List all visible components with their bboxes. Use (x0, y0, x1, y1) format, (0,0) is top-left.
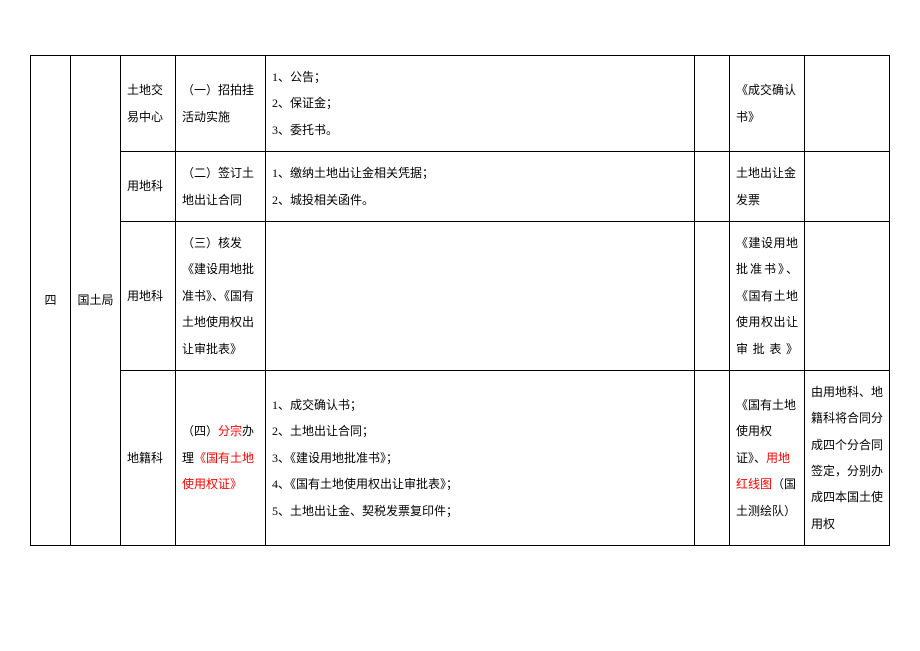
step-prefix: （四） (182, 424, 218, 438)
step-cell: （一）招拍挂活动实施 (176, 56, 266, 152)
dept-cell: 地籍科 (121, 370, 176, 545)
blank-cell (695, 370, 730, 545)
step-cell: （四）分宗办理《国有土地使用权证》 (176, 370, 266, 545)
detail-line: 3、委托书。 (272, 117, 688, 143)
note-cell (805, 221, 890, 370)
step-cell: （三）核发《建设用地批准书》、《国有土地使用权出让审批表》 (176, 221, 266, 370)
note-cell (805, 56, 890, 152)
detail-line: 1、成交确认书； (272, 392, 688, 418)
blank-cell (695, 56, 730, 152)
blank-cell (695, 152, 730, 222)
dept-cell: 用地科 (121, 152, 176, 222)
step-cell: （二）签订土地出让合同 (176, 152, 266, 222)
dept-cell: 用地科 (121, 221, 176, 370)
detail-line: 1、缴纳土地出让金相关凭据； (272, 160, 688, 186)
approval-table: 四 国土局 土地交易中心 （一）招拍挂活动实施 1、公告； 2、保证金； 3、委… (30, 55, 890, 546)
output-cell: 《建设用地批准书》、《国有土地使用权出让审批表》 (730, 221, 805, 370)
dept-cell: 土地交易中心 (121, 56, 176, 152)
row-number: 四 (31, 56, 71, 546)
detail-line: 5、土地出让金、契税发票复印件； (272, 498, 688, 524)
detail-line: 2、土地出让合同； (272, 418, 688, 444)
note-cell: 由用地科、地籍科将合同分成四个分合同签定，分别办成四本国土使用权 (805, 370, 890, 545)
detail-cell: 1、成交确认书； 2、土地出让合同； 3、《建设用地批准书》； 4、《国有土地使… (266, 370, 695, 545)
blank-cell (695, 221, 730, 370)
detail-line: 2、城投相关函件。 (272, 187, 688, 213)
bureau-cell: 国土局 (71, 56, 121, 546)
detail-line: 2、保证金； (272, 90, 688, 116)
detail-cell: 1、缴纳土地出让金相关凭据； 2、城投相关函件。 (266, 152, 695, 222)
detail-line: 1、公告； (272, 64, 688, 90)
detail-cell: 1、公告； 2、保证金； 3、委托书。 (266, 56, 695, 152)
step-red: 分宗 (218, 424, 242, 438)
output-cell: 土地出让金发票 (730, 152, 805, 222)
note-cell (805, 152, 890, 222)
output-cell: 《成交确认书》 (730, 56, 805, 152)
detail-line: 4、《国有土地使用权出让审批表》； (272, 471, 688, 497)
detail-cell (266, 221, 695, 370)
detail-line: 3、《建设用地批准书》； (272, 445, 688, 471)
output-cell: 《国有土地使用权证》、用地红线图（国土测绘队） (730, 370, 805, 545)
